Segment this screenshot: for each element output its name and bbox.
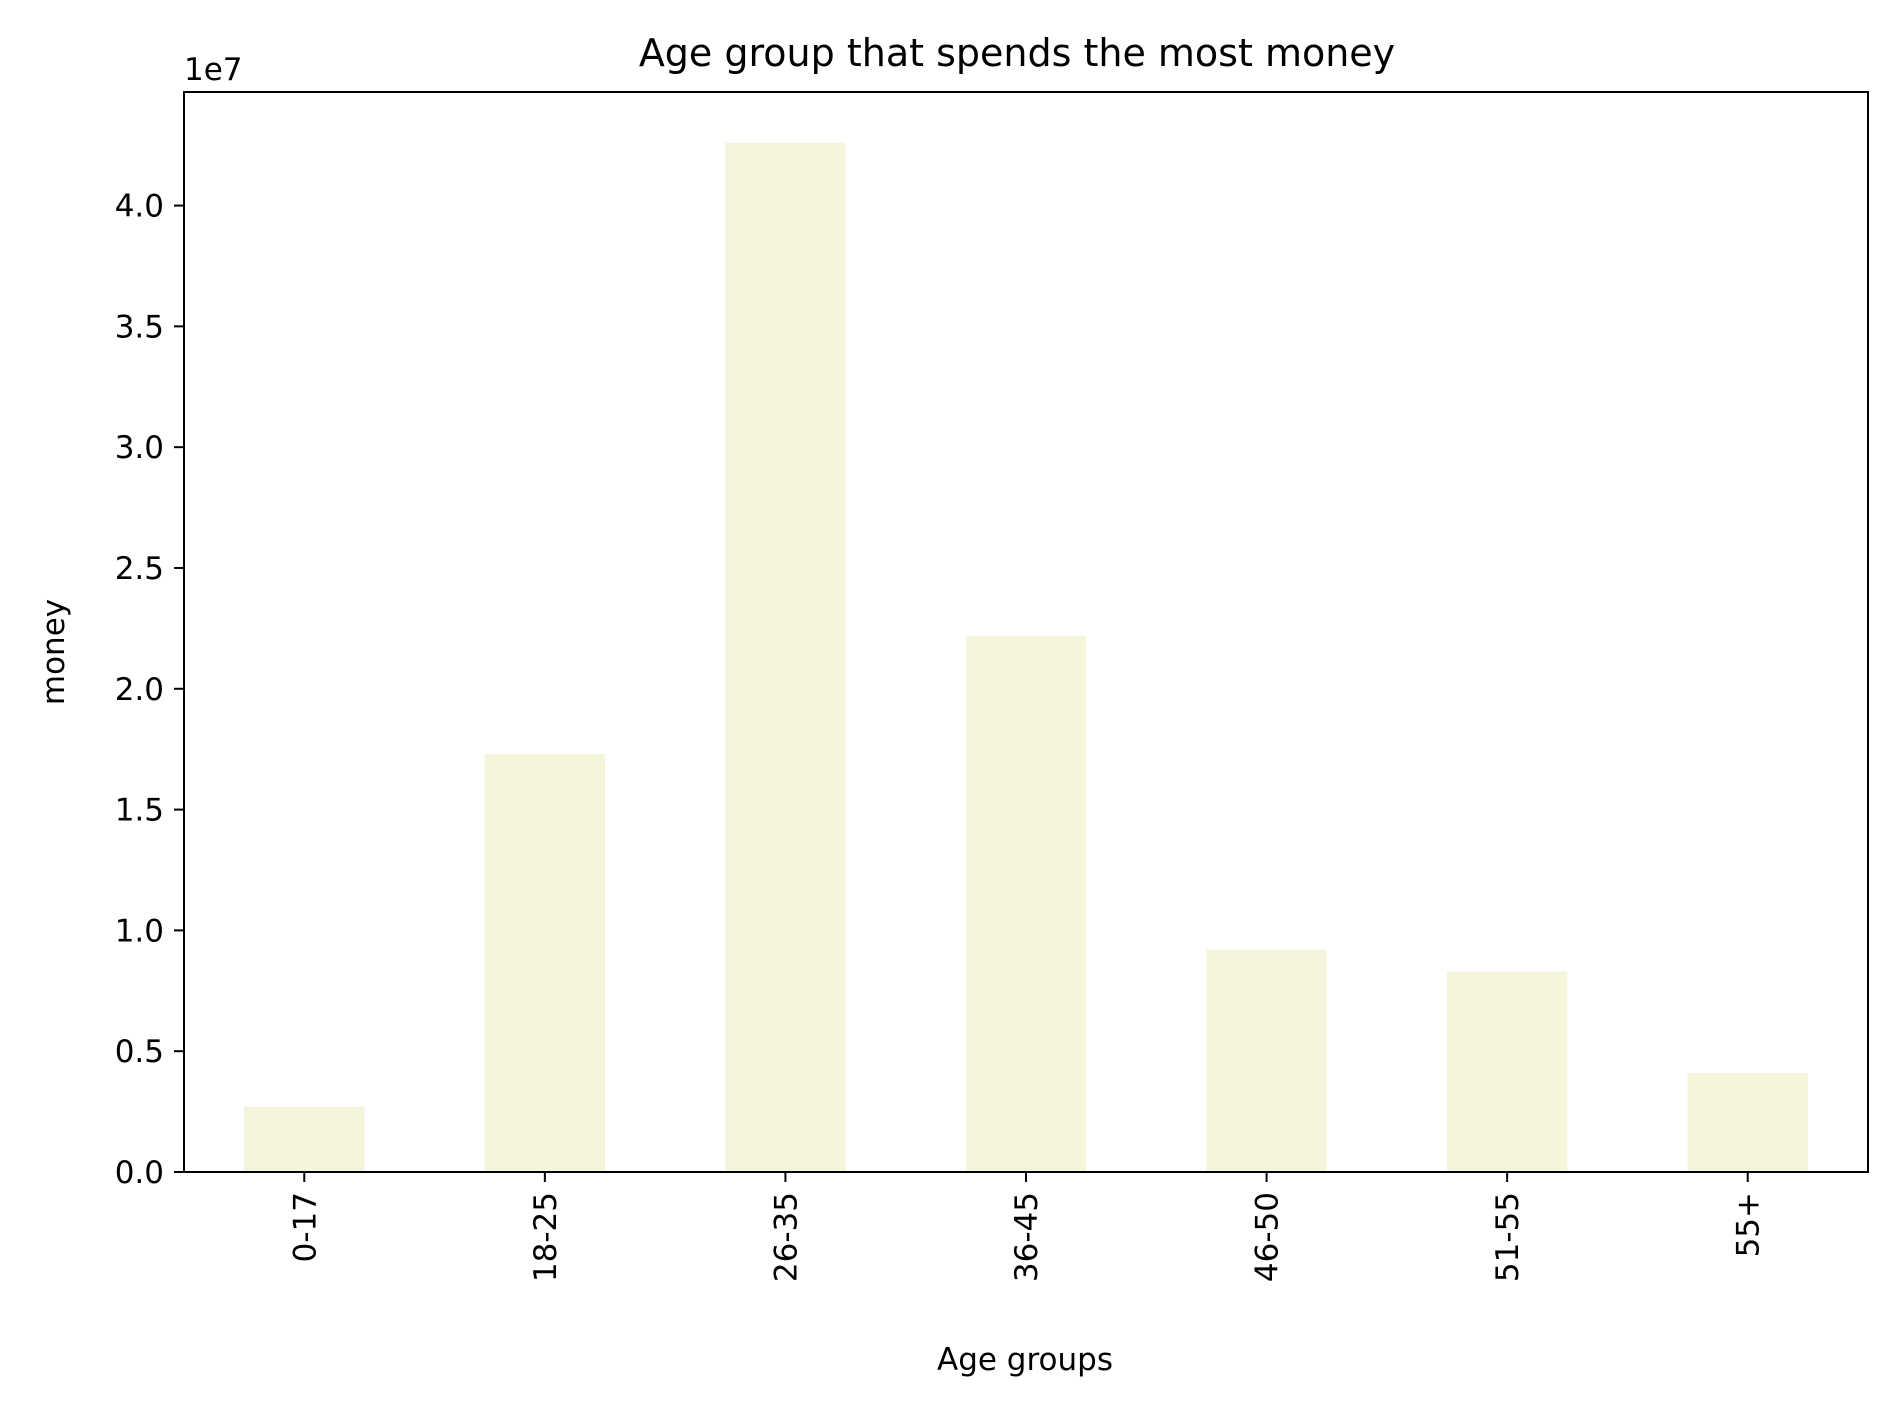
y-tick-label: 1.5 <box>115 793 164 829</box>
x-tick-label: 0-17 <box>287 1192 323 1262</box>
bar-26-35 <box>725 142 846 1172</box>
bar-0-17 <box>244 1106 365 1172</box>
bar-51-55 <box>1447 971 1568 1172</box>
x-tick-label: 26-35 <box>768 1192 804 1282</box>
bars-group <box>244 142 1808 1172</box>
bar-55+ <box>1687 1072 1808 1172</box>
bar-46-50 <box>1206 949 1327 1172</box>
x-tick-label: 51-55 <box>1490 1192 1526 1282</box>
y-tick-label: 2.0 <box>115 672 164 708</box>
chart-title: Age group that spends the most money <box>639 31 1395 75</box>
y-tick-label: 0.0 <box>115 1155 164 1191</box>
y-tick-label: 3.0 <box>115 430 164 466</box>
y-tick-label: 4.0 <box>115 189 164 225</box>
y-axis-label: money <box>36 599 72 705</box>
y-tick-label: 1.0 <box>115 913 164 949</box>
x-tick-label: 18-25 <box>528 1192 564 1282</box>
bar-18-25 <box>484 754 605 1172</box>
x-tick-label: 36-45 <box>1009 1192 1045 1282</box>
x-axis: 0-17 18-25 26-35 36-45 46-50 51-55 55+ <box>287 1172 1767 1282</box>
y-tick-label: 0.5 <box>115 1034 164 1070</box>
x-axis-label: Age groups <box>937 1342 1113 1378</box>
y-tick-label: 3.5 <box>115 309 164 345</box>
plot-frame <box>183 91 1869 1173</box>
x-tick-label: 55+ <box>1731 1192 1767 1257</box>
y-tick-label: 2.5 <box>115 551 164 587</box>
bar-36-45 <box>965 635 1087 1172</box>
y-axis-offset-label: 1e7 <box>184 52 243 88</box>
x-tick-label: 46-50 <box>1250 1192 1286 1282</box>
y-axis: 0.0 0.5 1.0 1.5 2.0 2.5 3.0 3.5 4.0 <box>115 189 184 1191</box>
